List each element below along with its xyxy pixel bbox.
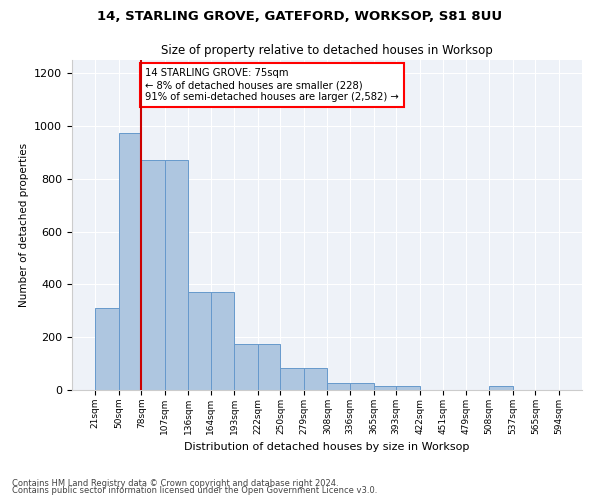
Text: 14, STARLING GROVE, GATEFORD, WORKSOP, S81 8UU: 14, STARLING GROVE, GATEFORD, WORKSOP, S… — [97, 10, 503, 23]
Text: Contains HM Land Registry data © Crown copyright and database right 2024.: Contains HM Land Registry data © Crown c… — [12, 478, 338, 488]
Bar — [280, 368, 304, 390]
Bar — [328, 384, 350, 390]
Text: Contains public sector information licensed under the Open Government Licence v3: Contains public sector information licen… — [12, 486, 377, 495]
Bar — [95, 308, 119, 390]
Bar — [119, 132, 142, 390]
Text: 14 STARLING GROVE: 75sqm
← 8% of detached houses are smaller (228)
91% of semi-d: 14 STARLING GROVE: 75sqm ← 8% of detache… — [145, 68, 399, 102]
Bar — [165, 160, 188, 390]
Y-axis label: Number of detached properties: Number of detached properties — [19, 143, 29, 307]
Bar — [374, 386, 396, 390]
X-axis label: Distribution of detached houses by size in Worksop: Distribution of detached houses by size … — [184, 442, 470, 452]
Bar — [142, 160, 165, 390]
Bar — [188, 292, 211, 390]
Bar — [258, 344, 280, 390]
Bar — [235, 344, 258, 390]
Title: Size of property relative to detached houses in Worksop: Size of property relative to detached ho… — [161, 44, 493, 58]
Bar — [304, 368, 328, 390]
Bar — [489, 386, 512, 390]
Bar — [211, 292, 235, 390]
Bar — [396, 386, 419, 390]
Bar — [350, 384, 374, 390]
